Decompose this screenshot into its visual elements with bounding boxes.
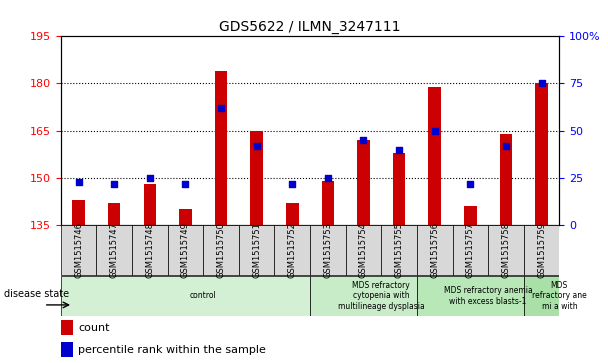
Bar <box>429 87 441 225</box>
Text: GSM1515750: GSM1515750 <box>216 223 226 278</box>
Text: GSM1515746: GSM1515746 <box>74 223 83 278</box>
Text: percentile rank within the sample: percentile rank within the sample <box>78 345 266 355</box>
Point <box>252 143 261 149</box>
Text: MDS
refractory ane
mi a with: MDS refractory ane mi a with <box>532 281 587 311</box>
Point <box>216 105 226 111</box>
Bar <box>61 342 74 357</box>
FancyBboxPatch shape <box>523 276 559 316</box>
Point <box>145 175 154 181</box>
FancyBboxPatch shape <box>381 225 417 275</box>
Text: count: count <box>78 323 110 333</box>
Point <box>181 181 190 187</box>
FancyBboxPatch shape <box>239 225 274 275</box>
Text: GSM1515751: GSM1515751 <box>252 223 261 278</box>
Text: GSM1515749: GSM1515749 <box>181 223 190 278</box>
FancyBboxPatch shape <box>417 225 452 275</box>
Bar <box>358 140 370 225</box>
Bar <box>61 320 74 335</box>
Text: GSM1515748: GSM1515748 <box>145 223 154 278</box>
Text: GSM1515759: GSM1515759 <box>537 223 546 278</box>
Text: GSM1515752: GSM1515752 <box>288 223 297 278</box>
Point <box>394 147 404 152</box>
FancyBboxPatch shape <box>488 225 523 275</box>
Bar <box>464 206 477 225</box>
Bar <box>393 153 406 225</box>
FancyBboxPatch shape <box>346 225 381 275</box>
Text: GSM1515747: GSM1515747 <box>109 223 119 278</box>
Text: GSM1515758: GSM1515758 <box>502 223 511 278</box>
Text: GSM1515757: GSM1515757 <box>466 223 475 278</box>
Point <box>109 181 119 187</box>
Bar <box>535 83 548 225</box>
FancyBboxPatch shape <box>132 225 168 275</box>
Bar <box>500 134 512 225</box>
FancyBboxPatch shape <box>168 225 203 275</box>
FancyBboxPatch shape <box>61 276 310 316</box>
Bar <box>179 209 192 225</box>
Text: GSM1515756: GSM1515756 <box>430 223 439 278</box>
Bar <box>143 184 156 225</box>
Text: GSM1515753: GSM1515753 <box>323 223 333 278</box>
Point <box>288 181 297 187</box>
Point <box>74 179 83 184</box>
Text: control: control <box>190 291 216 300</box>
Bar <box>322 181 334 225</box>
Bar <box>286 203 299 225</box>
Point <box>537 81 547 86</box>
Bar <box>108 203 120 225</box>
Text: MDS refractory anemia
with excess blasts-1: MDS refractory anemia with excess blasts… <box>444 286 533 306</box>
Text: GSM1515754: GSM1515754 <box>359 223 368 278</box>
Point <box>466 181 475 187</box>
FancyBboxPatch shape <box>417 276 523 316</box>
Text: MDS refractory
cytopenia with
multilineage dysplasia: MDS refractory cytopenia with multilinea… <box>338 281 424 311</box>
Bar <box>250 131 263 225</box>
Bar <box>72 200 85 225</box>
FancyBboxPatch shape <box>203 225 239 275</box>
FancyBboxPatch shape <box>97 225 132 275</box>
FancyBboxPatch shape <box>523 225 559 275</box>
Point <box>501 143 511 149</box>
Title: GDS5622 / ILMN_3247111: GDS5622 / ILMN_3247111 <box>219 20 401 34</box>
Point <box>430 128 440 134</box>
FancyBboxPatch shape <box>310 276 417 316</box>
Bar <box>215 71 227 225</box>
Text: GSM1515755: GSM1515755 <box>395 223 404 278</box>
FancyBboxPatch shape <box>274 225 310 275</box>
FancyBboxPatch shape <box>61 225 97 275</box>
FancyBboxPatch shape <box>310 225 346 275</box>
Point <box>359 137 368 143</box>
Point <box>323 175 333 181</box>
Text: disease state: disease state <box>4 289 69 299</box>
FancyBboxPatch shape <box>452 225 488 275</box>
